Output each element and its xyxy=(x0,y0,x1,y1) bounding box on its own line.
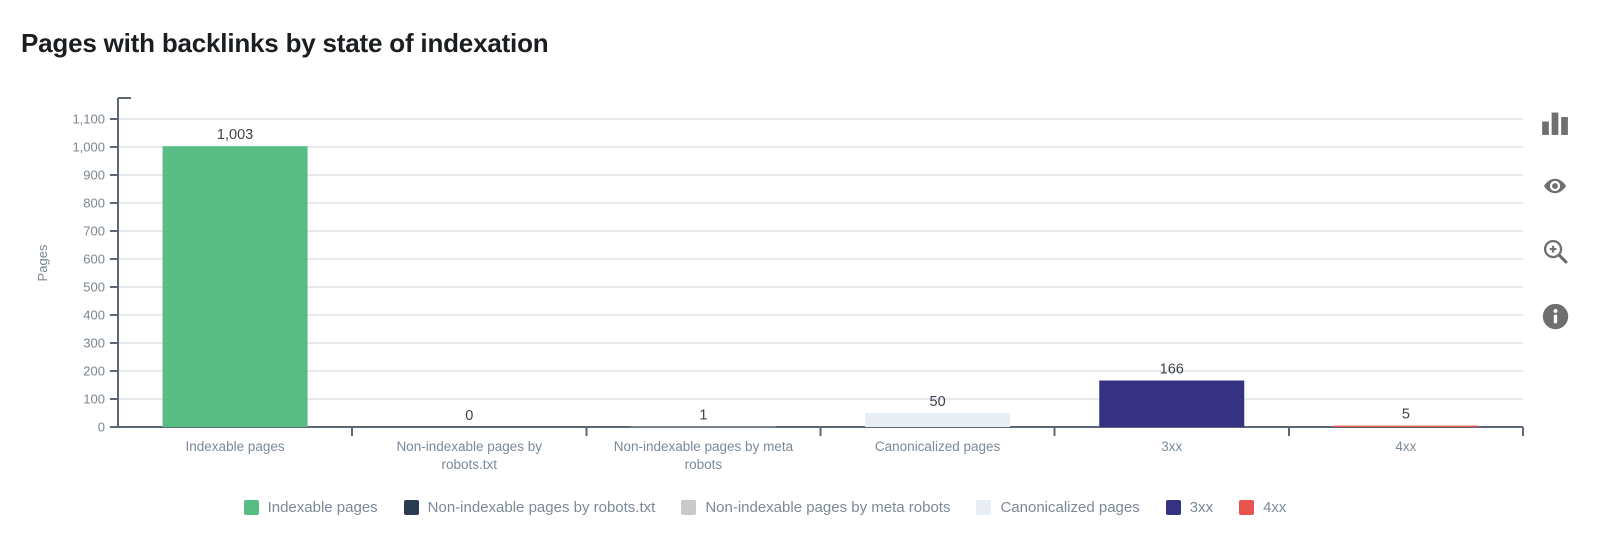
chart-toolbar xyxy=(1538,104,1572,364)
category-label: 4xx xyxy=(1395,439,1416,454)
y-tick-label: 700 xyxy=(83,224,105,239)
legend-swatch xyxy=(1239,500,1255,515)
legend-label: 4xx xyxy=(1263,499,1287,516)
bar-4xx[interactable] xyxy=(1333,425,1479,427)
y-tick-label: 500 xyxy=(83,280,105,295)
y-tick-label: 800 xyxy=(83,196,105,211)
legend-item-4xx[interactable]: 4xx xyxy=(1239,499,1286,516)
info-icon[interactable] xyxy=(1538,299,1572,333)
legend-item-indexable-pages[interactable]: Indexable pages xyxy=(243,499,378,516)
category-label: robots xyxy=(685,457,723,472)
legend-item-non-indexable-pages-by-robots-txt[interactable]: Non-indexable pages by robots.txt xyxy=(403,499,656,516)
legend-swatch xyxy=(681,500,697,515)
legend-label: Non-indexable pages by robots.txt xyxy=(427,499,656,516)
bar-value-label: 5 xyxy=(1402,407,1410,423)
legend-label: Indexable pages xyxy=(267,499,378,516)
legend-item-canonicalized-pages[interactable]: Canonicalized pages xyxy=(976,499,1140,516)
category-label: Non-indexable pages by meta xyxy=(614,439,794,454)
bar-value-label: 50 xyxy=(930,394,946,410)
category-label: Canonicalized pages xyxy=(875,439,1001,454)
legend-item-non-indexable-pages-by-meta-robots[interactable]: Non-indexable pages by meta robots xyxy=(681,499,950,516)
category-label: robots.txt xyxy=(441,457,497,472)
y-tick-label: 0 xyxy=(98,420,105,435)
bar-non-indexable-pages-by-meta-robots[interactable] xyxy=(630,426,776,428)
bar-3xx[interactable] xyxy=(1099,380,1245,427)
y-tick-label: 600 xyxy=(83,252,105,267)
category-label: 3xx xyxy=(1161,439,1182,454)
legend-swatch xyxy=(403,500,419,515)
category-label: Indexable pages xyxy=(186,439,285,454)
bar-value-label: 0 xyxy=(465,408,473,424)
y-tick-label: 400 xyxy=(83,308,105,323)
legend-item-3xx[interactable]: 3xx xyxy=(1165,499,1214,516)
zoom-in-icon[interactable] xyxy=(1538,234,1572,268)
y-tick-label: 1,100 xyxy=(72,112,105,127)
y-tick-label: 900 xyxy=(83,168,105,183)
y-tick-label: 1,000 xyxy=(72,140,105,155)
legend-label: 3xx xyxy=(1189,499,1214,516)
legend-swatch xyxy=(1165,500,1181,515)
category-label: Non-indexable pages by xyxy=(396,439,542,454)
y-tick-label: 200 xyxy=(83,364,105,379)
legend-label: Non-indexable pages by meta robots xyxy=(705,499,951,516)
bar-indexable-pages[interactable] xyxy=(162,146,308,427)
y-tick-label: 100 xyxy=(83,392,105,407)
bar-value-label: 1,003 xyxy=(217,127,253,143)
eye-icon[interactable] xyxy=(1538,169,1572,203)
legend-label: Canonicalized pages xyxy=(1000,499,1140,516)
bar-canonicalized-pages[interactable] xyxy=(865,413,1011,427)
legend-swatch xyxy=(243,500,259,515)
y-tick-label: 300 xyxy=(83,336,105,351)
bar-value-label: 166 xyxy=(1160,362,1184,378)
legend-swatch xyxy=(976,500,992,515)
y-axis-title: Pages xyxy=(35,244,50,281)
chart-title: Pages with backlinks by state of indexat… xyxy=(21,28,549,58)
bar-chart-icon[interactable] xyxy=(1538,104,1572,138)
chart-legend: Indexable pages Non-indexable pages by ro… xyxy=(0,499,1530,516)
bar-value-label: 1 xyxy=(699,408,707,424)
